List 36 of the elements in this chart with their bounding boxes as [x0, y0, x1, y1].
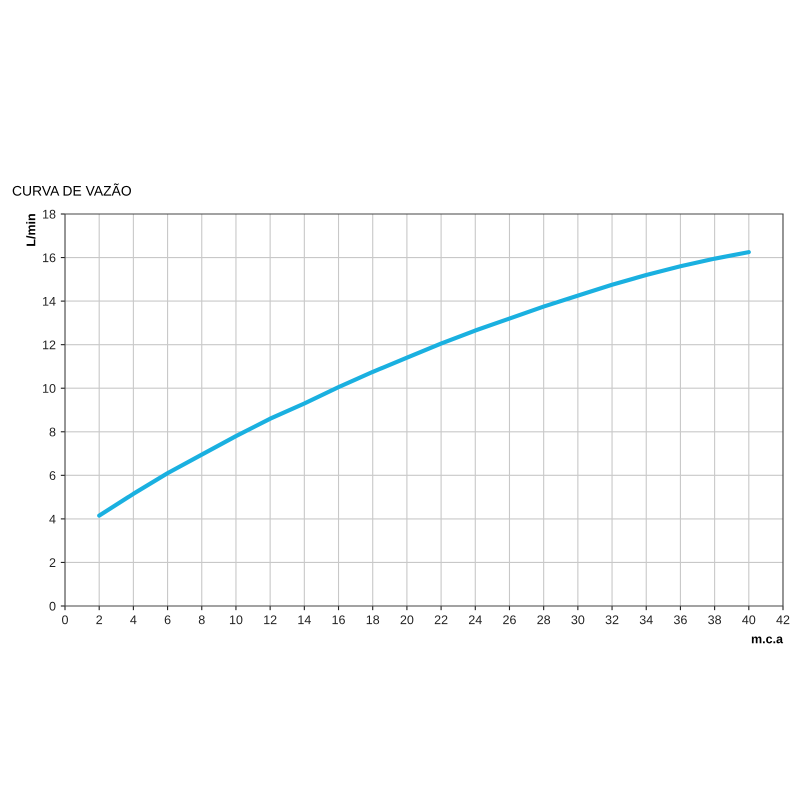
x-tick-label: 0 [62, 615, 68, 624]
x-tick-label: 6 [164, 615, 170, 624]
x-tick-label: 14 [298, 615, 311, 624]
x-tick-label: 4 [130, 615, 136, 624]
line-series [97, 250, 751, 518]
x-tick-label: 32 [606, 615, 618, 624]
y-tick-label: 12 [43, 340, 56, 350]
x-tick-label: 12 [264, 615, 276, 624]
y-tick-label: 10 [43, 384, 56, 393]
x-tick-label: 34 [640, 615, 653, 624]
x-tick-label: 42 [776, 615, 790, 624]
x-tick-label: 38 [708, 615, 722, 624]
y-tick-label: 2 [50, 558, 56, 567]
x-tick-label: 36 [674, 615, 687, 624]
x-tick-label: 10 [230, 615, 242, 624]
y-tick-label: 16 [43, 253, 56, 262]
x-tick-label: 8 [198, 615, 205, 624]
x-tick-label: 30 [571, 615, 584, 624]
x-tick-label: 26 [503, 615, 516, 624]
x-tick-label: 24 [468, 615, 482, 624]
x-tick-label: 40 [742, 615, 756, 624]
y-axis-title: L/min [26, 214, 36, 246]
y-tick-label: 14 [43, 297, 56, 306]
y-tick-label: 18 [43, 210, 56, 219]
x-tick-label: 2 [96, 615, 102, 624]
y-tick-label: 0 [50, 602, 56, 611]
x-tick-label: 18 [366, 615, 380, 624]
x-tick-label: 22 [434, 615, 448, 624]
x-tick-label: 28 [537, 615, 550, 624]
y-tick-label: 6 [50, 471, 56, 480]
x-axis-title: m.c.a [752, 636, 784, 644]
x-tick-label: 20 [400, 615, 414, 624]
y-tick-label: 4 [49, 514, 56, 524]
chart-title: CURVA DE VAZÃO [12, 183, 131, 196]
y-tick-label: 8 [50, 428, 56, 436]
x-tick-label: 16 [332, 615, 345, 624]
